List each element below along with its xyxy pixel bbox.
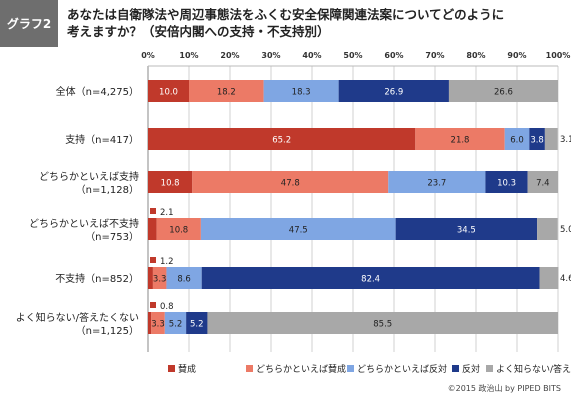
bar-segment (388, 171, 486, 193)
bar-segment (395, 218, 538, 240)
data-label: 18.2 (217, 88, 236, 98)
category-label: 全体（n=4,275） (56, 85, 139, 98)
legend-label: どちらかといえば賛成 (256, 363, 346, 375)
data-label: 26.6 (494, 88, 513, 98)
data-label: 3.3 (153, 275, 167, 285)
category-label-sub: （n=1,128） (76, 184, 139, 196)
bar-segment (537, 218, 558, 240)
data-label: 3.3 (151, 320, 165, 330)
chart-title: あなたは自衛隊法や周辺事態法をふくむ安全保障関連法案についてどのように 考えます… (67, 6, 557, 40)
data-label: 21.8 (451, 136, 470, 146)
x-tick-label: 70% (425, 51, 444, 60)
bar-segment (166, 267, 202, 289)
bar-segment (189, 80, 264, 102)
chart-title-line-2: 考えますか？（安倍内閣への支持・不支持別） (67, 24, 330, 39)
category-label: どちらかといえば支持 (39, 170, 139, 183)
bar-segment (504, 128, 530, 150)
bar-segment (156, 218, 201, 240)
data-label: 3.8 (530, 136, 544, 146)
bar-segment (338, 80, 449, 102)
bar-segment (148, 267, 153, 289)
bar-segment (485, 171, 528, 193)
data-label: 10.8 (169, 226, 188, 236)
chart-title-line-1: あなたは自衛隊法や周辺事態法をふくむ安全保障関連法案についてどのように (67, 7, 505, 22)
bar-segment (207, 312, 558, 334)
data-label: 82.4 (361, 275, 380, 285)
bar-segment (152, 267, 167, 289)
data-label: 1.2 (160, 257, 174, 267)
data-label: 47.8 (281, 179, 300, 189)
bar-segment (200, 218, 396, 240)
data-label: 3.1 (560, 135, 571, 145)
data-label: 85.5 (373, 320, 392, 330)
x-tick-label: 90% (507, 51, 526, 60)
data-label: 0.8 (160, 302, 174, 312)
x-tick-label: 20% (220, 51, 239, 60)
data-label: 4.6 (560, 274, 571, 284)
data-label: 5.0 (560, 225, 571, 235)
bar-segment (544, 128, 558, 150)
x-tick-label: 60% (384, 51, 403, 60)
bar-segment (192, 171, 389, 193)
bar-segment (448, 80, 558, 102)
small-value-marker (150, 302, 156, 308)
data-label: 5.2 (190, 320, 204, 330)
legend-label: 賛成 (178, 363, 196, 375)
legend-swatch (246, 365, 253, 372)
legend-label: 反対 (462, 363, 480, 375)
bar-segment (148, 171, 193, 193)
data-label: 10.8 (161, 179, 180, 189)
legend-swatch (452, 365, 459, 372)
bar-segment (415, 128, 505, 150)
bar-segment (148, 80, 189, 102)
data-label: 26.9 (384, 88, 403, 98)
bar-segment (201, 267, 540, 289)
category-label: どちらかといえば不支持 (29, 217, 139, 230)
data-label: 7.4 (536, 179, 550, 189)
small-value-marker (150, 257, 156, 263)
graph-number-badge: グラフ2 (0, 0, 58, 47)
data-label: 2.1 (160, 208, 174, 218)
legend-label: よく知らない/答えたくない (496, 363, 571, 375)
legend-swatch (168, 365, 175, 372)
small-value-marker (150, 208, 156, 214)
x-tick-label: 40% (302, 51, 321, 60)
data-label: 5.2 (169, 320, 183, 330)
x-tick-label: 100% (546, 51, 571, 60)
data-label: 18.3 (292, 88, 311, 98)
data-label: 34.5 (457, 226, 476, 236)
data-label: 10.3 (497, 179, 516, 189)
data-label: 65.2 (272, 136, 291, 146)
data-label: 10.0 (159, 88, 178, 98)
data-label: 8.6 (177, 275, 191, 285)
category-label: 不支持（n=852） (55, 272, 139, 285)
legend-swatch (347, 365, 354, 372)
bar-segment (186, 312, 208, 334)
bar-segment (164, 312, 187, 334)
bar-segment (527, 171, 558, 193)
category-label: 支持（n=417） (65, 133, 139, 146)
x-tick-label: 10% (179, 51, 198, 60)
bar-segment (539, 267, 559, 289)
bar-segment (148, 128, 416, 150)
bar-segment (148, 218, 157, 240)
legend-label: どちらかといえば反対 (357, 363, 447, 375)
data-label: 6.0 (510, 136, 524, 146)
x-tick-label: 50% (343, 51, 362, 60)
category-label: よく知らない/答えたくない (16, 311, 139, 324)
category-label-sub: （n=1,125） (76, 325, 139, 337)
bar-segment (263, 80, 339, 102)
x-tick-label: 30% (261, 51, 280, 60)
legend-swatch (486, 365, 493, 372)
data-label: 23.7 (427, 179, 446, 189)
x-tick-label: 80% (466, 51, 485, 60)
bar-segment (148, 312, 152, 334)
x-tick-label: 0% (141, 51, 155, 60)
data-label: 47.5 (289, 226, 308, 236)
copyright-credit: ©2015 政治山 by PIPED BITS (447, 384, 561, 393)
category-label-sub: （n=753） (85, 231, 139, 243)
bar-segment (151, 312, 165, 334)
bar-segment (529, 128, 545, 150)
